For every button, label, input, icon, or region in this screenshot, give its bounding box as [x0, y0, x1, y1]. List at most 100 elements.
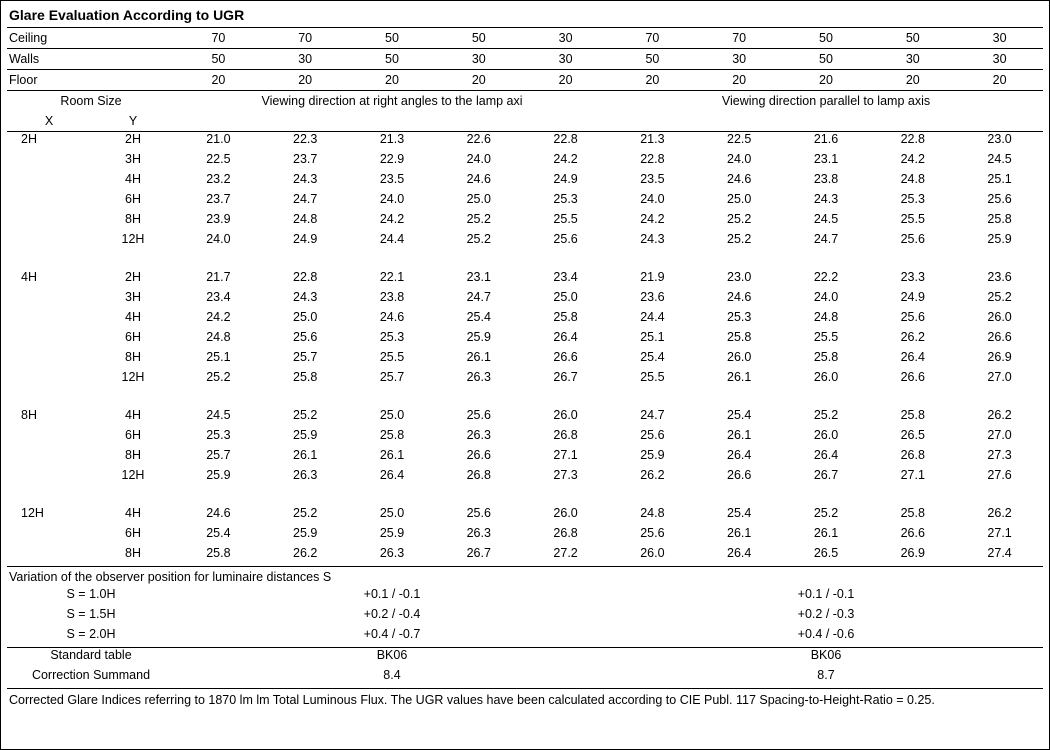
- correction-left: 8.4: [175, 668, 609, 688]
- reflectance-value: 50: [609, 52, 696, 66]
- value-cell: 26.4: [783, 448, 870, 468]
- value-cell: 24.6: [175, 506, 262, 526]
- value-cell: 25.6: [262, 330, 349, 350]
- reflectance-value: 50: [349, 31, 436, 45]
- value-cell: 25.8: [869, 506, 956, 526]
- value-cell: 26.2: [262, 546, 349, 566]
- value-cell: 27.3: [522, 468, 609, 488]
- value-cell: 23.3: [869, 270, 956, 290]
- value-cell: 25.1: [175, 350, 262, 370]
- x-cell: [7, 232, 91, 252]
- value-cell: 26.3: [349, 546, 436, 566]
- value-cell: 25.2: [783, 408, 870, 428]
- value-cell: 26.4: [522, 330, 609, 350]
- value-cell: 25.5: [783, 330, 870, 350]
- y-cell: 4H: [91, 172, 175, 192]
- value-cell: 24.4: [349, 232, 436, 252]
- reflectance-value: 50: [435, 31, 522, 45]
- value-cell: 25.9: [175, 468, 262, 488]
- value-cell: 25.5: [869, 212, 956, 232]
- reflectance-value: 70: [175, 31, 262, 45]
- value-cell: 24.0: [783, 290, 870, 310]
- value-cell: 27.0: [956, 428, 1043, 448]
- value-cell: 24.9: [869, 290, 956, 310]
- correction-label: Correction Summand: [7, 668, 175, 688]
- value-cell: 21.3: [609, 132, 696, 152]
- x-cell: [7, 546, 91, 566]
- variation-left: +0.2 / -0.4: [175, 607, 609, 627]
- y-cell: 6H: [91, 526, 175, 546]
- value-cell: 24.9: [262, 232, 349, 252]
- value-cell: 27.1: [956, 526, 1043, 546]
- y-cell: 3H: [91, 152, 175, 172]
- value-cell: 25.2: [696, 232, 783, 252]
- y-cell: 12H: [91, 370, 175, 390]
- value-cell: 24.5: [783, 212, 870, 232]
- reflectance-value: 20: [609, 73, 696, 87]
- reflectance-value: 20: [522, 73, 609, 87]
- value-cell: 23.6: [609, 290, 696, 310]
- value-cell: 22.2: [783, 270, 870, 290]
- value-cell: 26.1: [783, 526, 870, 546]
- value-cell: 24.7: [262, 192, 349, 212]
- y-cell: 8H: [91, 350, 175, 370]
- value-cell: 23.7: [262, 152, 349, 172]
- value-cell: 25.8: [869, 408, 956, 428]
- reflectance-label: Floor: [7, 73, 175, 87]
- value-cell: 26.9: [956, 350, 1043, 370]
- data-row: 12H24.024.924.425.225.624.325.224.725.62…: [7, 232, 1043, 252]
- reflectance-row-ceiling: Ceiling70705050307070505030: [7, 28, 1043, 48]
- value-cell: 26.7: [435, 546, 522, 566]
- data-row: 8H4H24.525.225.025.626.024.725.425.225.8…: [7, 408, 1043, 428]
- value-cell: 26.6: [522, 350, 609, 370]
- value-cell: 26.4: [696, 546, 783, 566]
- value-cell: 25.1: [609, 330, 696, 350]
- value-cell: 23.7: [175, 192, 262, 212]
- value-cell: 25.0: [435, 192, 522, 212]
- y-cell: 4H: [91, 408, 175, 428]
- value-cell: 26.5: [869, 428, 956, 448]
- value-cell: 26.0: [783, 370, 870, 390]
- value-cell: 25.2: [262, 506, 349, 526]
- reflectance-value: 50: [783, 52, 870, 66]
- value-cell: 24.8: [869, 172, 956, 192]
- value-cell: 25.3: [349, 330, 436, 350]
- value-cell: 25.3: [869, 192, 956, 212]
- value-cell: 25.6: [435, 506, 522, 526]
- value-cell: 24.2: [349, 212, 436, 232]
- standard-table-row: Standard table BK06 BK06: [7, 648, 1043, 668]
- viewing-right-label: Viewing direction parallel to lamp axis: [609, 94, 1043, 108]
- value-cell: 24.7: [783, 232, 870, 252]
- value-cell: 24.0: [349, 192, 436, 212]
- value-cell: 25.5: [609, 370, 696, 390]
- data-row: 8H23.924.824.225.225.524.225.224.525.525…: [7, 212, 1043, 232]
- value-cell: 25.9: [262, 526, 349, 546]
- value-cell: 25.4: [175, 526, 262, 546]
- value-cell: 25.4: [696, 408, 783, 428]
- value-cell: 25.6: [435, 408, 522, 428]
- value-cell: 24.6: [349, 310, 436, 330]
- x-cell: [7, 468, 91, 488]
- x-cell: 8H: [7, 408, 91, 428]
- value-cell: 25.0: [349, 408, 436, 428]
- variation-s: S = 1.5H: [7, 607, 175, 627]
- variation-row: S = 2.0H+0.4 / -0.7+0.4 / -0.6: [7, 627, 1043, 647]
- page-title: Glare Evaluation According to UGR: [9, 7, 1043, 23]
- x-cell: [7, 172, 91, 192]
- value-cell: 25.6: [522, 232, 609, 252]
- value-cell: 24.7: [435, 290, 522, 310]
- x-cell: [7, 350, 91, 370]
- value-cell: 26.0: [956, 310, 1043, 330]
- value-cell: 23.5: [609, 172, 696, 192]
- value-cell: 25.9: [349, 526, 436, 546]
- reflectance-value: 70: [696, 31, 783, 45]
- value-cell: 25.8: [522, 310, 609, 330]
- value-cell: 26.1: [349, 448, 436, 468]
- value-cell: 25.7: [175, 448, 262, 468]
- value-cell: 25.5: [349, 350, 436, 370]
- value-cell: 23.2: [175, 172, 262, 192]
- value-cell: 25.8: [175, 546, 262, 566]
- value-cell: 26.9: [869, 546, 956, 566]
- x-cell: [7, 192, 91, 212]
- value-cell: 24.5: [956, 152, 1043, 172]
